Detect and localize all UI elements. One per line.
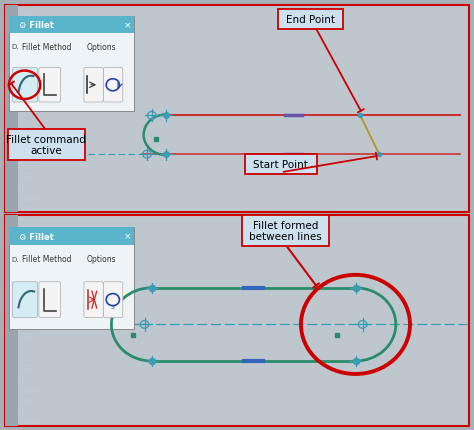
FancyBboxPatch shape: [242, 215, 329, 247]
FancyBboxPatch shape: [103, 68, 123, 103]
Text: Options: Options: [87, 43, 117, 52]
FancyBboxPatch shape: [5, 6, 18, 213]
Text: Start Point: Start Point: [254, 160, 308, 170]
Text: 3₂: 3₂: [110, 304, 115, 309]
Text: Fillet Method: Fillet Method: [22, 43, 71, 52]
FancyBboxPatch shape: [245, 155, 317, 175]
Text: ×: ×: [124, 232, 132, 241]
Text: Fillet formed
between lines: Fillet formed between lines: [249, 220, 322, 242]
FancyBboxPatch shape: [9, 228, 134, 329]
FancyBboxPatch shape: [84, 282, 103, 318]
Text: D.: D.: [11, 256, 19, 262]
FancyBboxPatch shape: [5, 215, 469, 426]
Text: ⚙ Fillet: ⚙ Fillet: [19, 22, 54, 30]
FancyBboxPatch shape: [5, 6, 469, 213]
FancyBboxPatch shape: [103, 282, 123, 318]
FancyBboxPatch shape: [8, 129, 85, 161]
FancyBboxPatch shape: [9, 228, 134, 245]
FancyBboxPatch shape: [12, 282, 37, 318]
FancyBboxPatch shape: [12, 68, 37, 103]
Text: Fillet Method: Fillet Method: [22, 255, 71, 264]
FancyBboxPatch shape: [9, 17, 134, 34]
FancyBboxPatch shape: [278, 10, 343, 30]
Text: Fillet command
active: Fillet command active: [6, 134, 86, 156]
Text: D.: D.: [11, 44, 19, 50]
FancyBboxPatch shape: [9, 17, 134, 112]
Text: End Point: End Point: [286, 15, 335, 25]
Text: ⚙ Fillet: ⚙ Fillet: [19, 232, 54, 241]
Text: Options: Options: [87, 255, 117, 264]
FancyBboxPatch shape: [39, 68, 61, 103]
FancyBboxPatch shape: [5, 215, 18, 426]
FancyBboxPatch shape: [84, 68, 103, 103]
FancyBboxPatch shape: [39, 282, 61, 318]
Text: ×: ×: [124, 22, 132, 30]
